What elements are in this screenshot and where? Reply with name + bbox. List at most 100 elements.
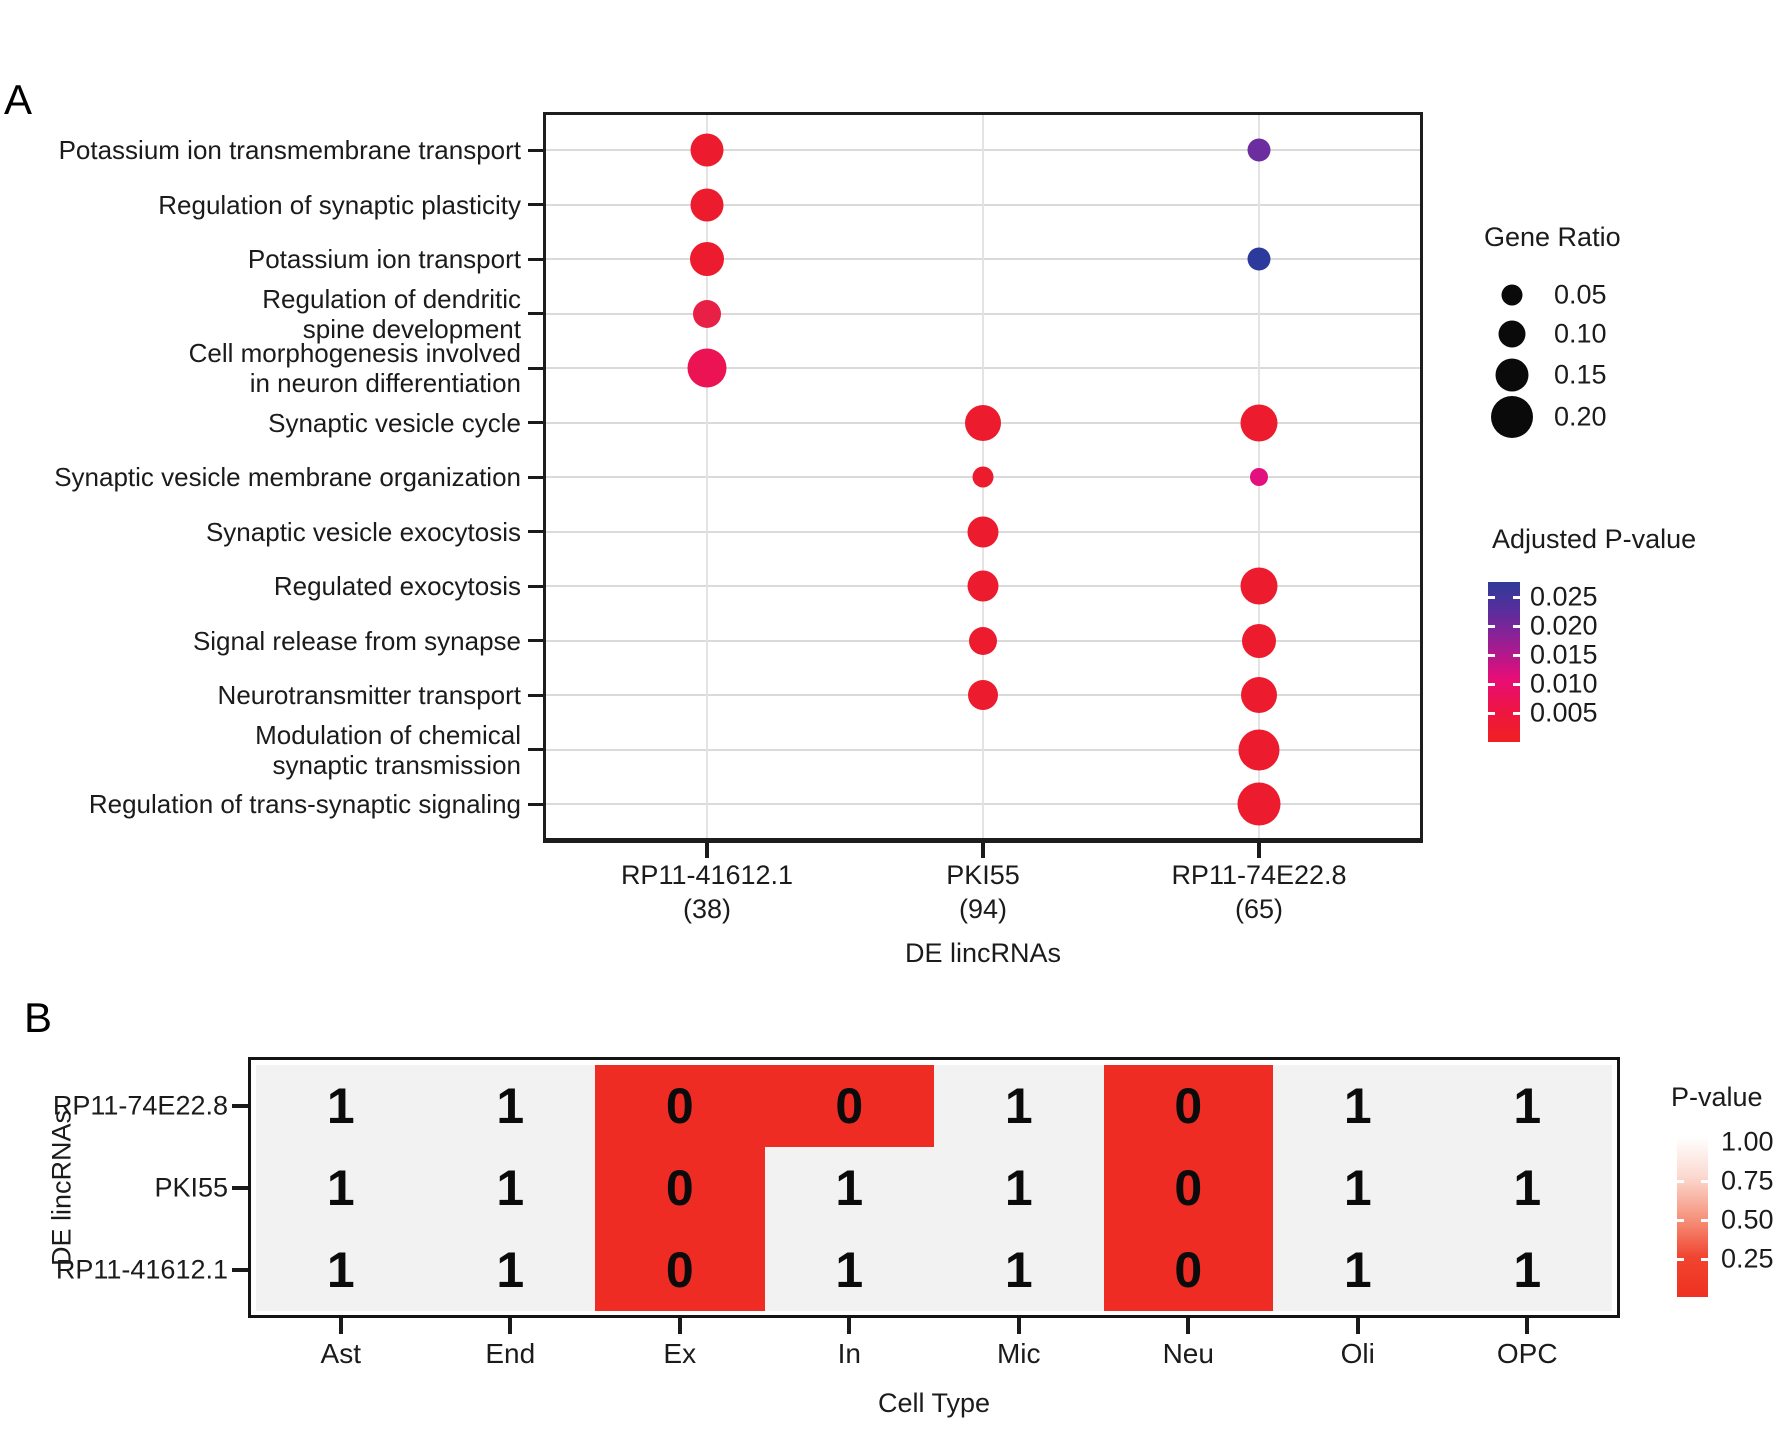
heatmap-col-tick	[1525, 1318, 1530, 1334]
term-label-line: in neuron differentiation	[249, 368, 521, 398]
colorbar-tick-dash	[1488, 654, 1495, 657]
heatmap-cell-value: 1	[1343, 1242, 1372, 1298]
term-label: Neurotransmitter transport	[0, 680, 521, 710]
term-label: Synaptic vesicle cycle	[0, 408, 521, 438]
heatmap-col-label: Mic	[996, 1338, 1041, 1369]
gene-ratio-legend-dot	[1491, 396, 1533, 438]
x-axis-tick	[705, 843, 709, 858]
heatmap-col-label: Neu	[1162, 1338, 1214, 1369]
heatmap-col-label: OPC	[1496, 1338, 1558, 1369]
colorbar-tick-dash	[1677, 1258, 1684, 1261]
data-dot	[690, 188, 724, 221]
term-label-line: Regulation of synaptic plasticity	[158, 189, 521, 220]
term-label-line: Potassium ion transport	[247, 244, 521, 274]
heatmap-row-label: RP11-41612.1	[55, 1254, 228, 1285]
term-label-line: Modulation of chemical	[255, 719, 521, 750]
data-dot	[1241, 677, 1277, 713]
term-label: Synaptic vesicle membrane organization	[0, 462, 521, 492]
y-axis-tick	[528, 748, 543, 751]
term-label-line: Synaptic vesicle membrane organization	[54, 462, 521, 492]
colorbar-tick-label: 0.020	[1530, 610, 1598, 641]
heatmap-cell-value: 0	[835, 1078, 864, 1134]
data-dot	[965, 404, 1001, 441]
y-axis-tick	[528, 584, 543, 588]
y-axis-tick	[528, 421, 543, 424]
x-category-label: PKI55 (94)	[946, 858, 1020, 926]
x-axis-tick	[1257, 843, 1261, 858]
pvalue-colorbar	[1677, 1137, 1708, 1297]
term-label: Regulation of dendritic spine development	[0, 284, 521, 344]
data-dot	[687, 348, 727, 388]
heatmap-cell-zero	[1103, 1065, 1273, 1147]
heatmap-cell-zero	[595, 1065, 765, 1147]
heatmap-col-label: Oli	[1340, 1338, 1375, 1369]
colorbar-tick-dash	[1677, 1180, 1684, 1183]
heatmap-cell-value: 0	[1174, 1242, 1203, 1298]
data-dot	[967, 516, 999, 547]
data-dot	[968, 680, 998, 710]
term-label-line: Synaptic vesicle exocytosis	[205, 516, 521, 547]
gene-ratio-legend-dot	[1495, 358, 1529, 392]
term-label-line: Regulation of dendritic	[262, 283, 521, 314]
term-label: Signal release from synapse	[0, 626, 521, 656]
term-label: Regulated exocytosis	[0, 571, 521, 601]
colorbar-tick-dash	[1701, 1258, 1708, 1261]
colorbar-tick-dash	[1513, 712, 1520, 715]
y-axis-tick	[528, 366, 543, 370]
colorbar-tick-dash	[1488, 625, 1495, 628]
colorbar-tick-label: 1.00	[1721, 1126, 1774, 1157]
heatmap-row-tick	[232, 1186, 248, 1190]
colorbar-tick-dash	[1677, 1219, 1684, 1222]
colorbar-tick-dash	[1701, 1180, 1708, 1183]
colorbar-tick-label: 0.005	[1530, 697, 1598, 728]
data-dot	[969, 626, 997, 655]
y-axis-tick	[528, 639, 543, 642]
y-axis-tick	[528, 257, 543, 261]
heatmap-cell-zero	[1103, 1147, 1273, 1229]
x-category-label: RP11-74E22.8 (65)	[1171, 858, 1346, 926]
heatmap-cell-value: 1	[1004, 1160, 1033, 1216]
heatmap-row-label: PKI55	[154, 1172, 228, 1203]
colorbar-tick-dash	[1513, 654, 1520, 657]
heatmap-cell-zero	[1103, 1229, 1273, 1311]
adjusted-pvalue-colorbar	[1488, 582, 1520, 742]
panel-b-x-axis-title: Cell Type	[877, 1388, 991, 1418]
x-category-count: (38)	[682, 894, 731, 924]
data-dot	[693, 299, 721, 328]
colorbar-tick-dash	[1488, 683, 1495, 686]
term-label-line: Regulated exocytosis	[273, 571, 521, 601]
colorbar-tick-label: 0.025	[1530, 581, 1598, 612]
term-label: Regulation of trans-synaptic signaling	[0, 789, 521, 819]
y-axis-tick	[528, 148, 543, 152]
gene-ratio-legend-dot	[1498, 320, 1526, 348]
x-category-label: RP11-41612.1 (38)	[621, 858, 793, 926]
gene-ratio-legend-title: Gene Ratio	[1484, 222, 1621, 252]
data-dot	[1247, 247, 1271, 271]
term-label-line: Synaptic vesicle cycle	[268, 407, 521, 438]
heatmap-cell-value: 0	[665, 1242, 694, 1298]
panel-b-label: B	[24, 994, 53, 1041]
heatmap-cell-value: 1	[1343, 1160, 1372, 1216]
heatmap-cell-value: 1	[835, 1160, 864, 1216]
x-category-name: RP11-74E22.8	[1171, 860, 1347, 890]
colorbar-tick-label: 0.50	[1721, 1204, 1774, 1235]
heatmap-cell-value: 1	[496, 1242, 525, 1298]
term-label-line: Neurotransmitter transport	[217, 680, 521, 710]
term-label-line: Potassium ion transmembrane transport	[58, 135, 521, 165]
data-dot	[1237, 782, 1281, 826]
data-dot	[1240, 567, 1278, 605]
colorbar-tick-dash	[1513, 596, 1520, 599]
term-label-line: synaptic transmission	[272, 749, 521, 780]
heatmap-cell-value: 1	[835, 1242, 864, 1298]
heatmap-cell-value: 1	[326, 1078, 355, 1134]
heatmap-col-tick	[1016, 1318, 1021, 1334]
term-label-line: Cell morphogenesis involved	[188, 338, 521, 368]
heatmap-col-tick	[508, 1318, 513, 1334]
colorbar-tick-dash	[1488, 596, 1495, 599]
x-category-name: PKI55	[946, 860, 1020, 890]
heatmap-cell-zero	[595, 1229, 765, 1311]
x-category-count: (65)	[1234, 894, 1283, 924]
grid-col-line	[706, 112, 708, 843]
heatmap-cell-value: 1	[1513, 1242, 1542, 1298]
heatmap-cell-value: 1	[1513, 1160, 1542, 1216]
